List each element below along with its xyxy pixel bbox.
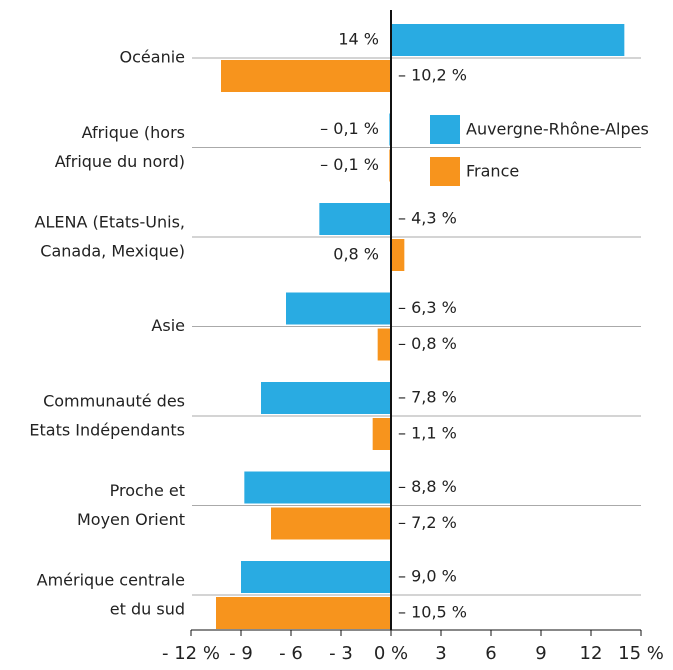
x-tick-label: 12 — [580, 643, 603, 664]
value-label: – 9,0 % — [398, 567, 457, 586]
bar — [377, 328, 391, 361]
category-label: Afrique (hors Afrique du nord) — [55, 123, 185, 171]
value-label: – 0,8 % — [398, 334, 457, 353]
bar — [319, 203, 391, 235]
bar — [391, 24, 625, 56]
legend-label: France — [466, 162, 519, 181]
value-label: – 6,3 % — [398, 298, 457, 317]
category-label: Océanie — [120, 48, 185, 67]
x-tick-label: - 12 % — [162, 643, 220, 664]
category-label: Asie — [151, 316, 185, 335]
x-tick-label: 0 % — [374, 643, 408, 664]
bar — [391, 239, 405, 271]
x-tick-label: - 9 — [229, 643, 253, 664]
value-label: 0,8 % — [333, 245, 379, 264]
bar — [216, 597, 391, 629]
bar — [261, 382, 391, 414]
x-tick-label: 9 — [535, 643, 546, 664]
value-label: – 1,1 % — [398, 424, 457, 443]
x-tick-label: 15 % — [618, 643, 664, 664]
x-tick-label: 3 — [435, 643, 446, 664]
value-label: – 0,1 % — [320, 155, 379, 174]
legend-label: Auvergne-Rhône-Alpes — [466, 120, 649, 139]
value-label: – 10,2 % — [398, 66, 467, 85]
x-tick-label: - 6 — [279, 643, 303, 664]
value-label: – 10,5 % — [398, 603, 467, 622]
value-label: – 0,1 % — [320, 119, 379, 138]
bar — [244, 471, 391, 504]
category-label: ALENA (Etats-Unis, Canada, Mexique) — [35, 212, 186, 260]
bar — [241, 561, 391, 593]
value-label: – 7,8 % — [398, 388, 457, 407]
x-tick-label: 6 — [485, 643, 496, 664]
x-tick-label: - 3 — [329, 643, 353, 664]
category-label: Amérique centrale et du sud — [37, 570, 185, 618]
legend-swatch — [430, 157, 460, 186]
bar — [221, 60, 391, 92]
value-label: 14 % — [338, 30, 379, 49]
legend-swatch — [430, 115, 460, 144]
bar — [372, 418, 391, 450]
category-label: Communauté des Etats Indépendants — [29, 391, 185, 439]
value-label: – 4,3 % — [398, 209, 457, 228]
category-label: Proche et Moyen Orient — [77, 481, 185, 529]
bar — [271, 507, 391, 540]
value-label: – 7,2 % — [398, 513, 457, 532]
bar — [286, 292, 391, 325]
value-label: – 8,8 % — [398, 477, 457, 496]
